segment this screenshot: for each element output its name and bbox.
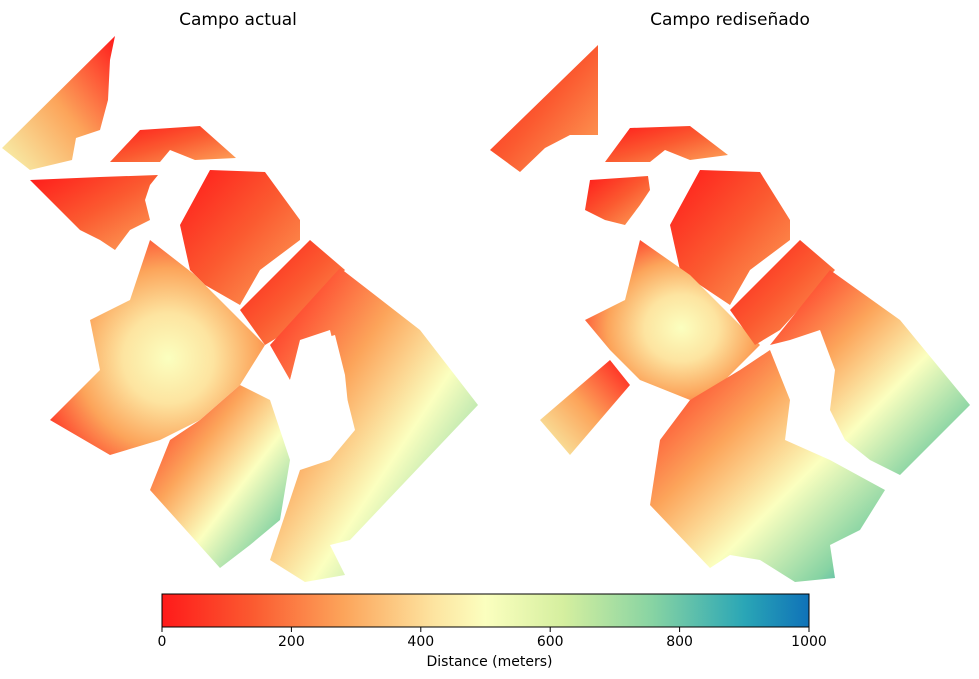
- inner-blocks: [670, 170, 790, 305]
- colorbar-label: Distance (meters): [426, 654, 553, 670]
- nw-field: [490, 45, 598, 172]
- tick-label: 1000: [791, 634, 827, 650]
- inner-blocks: [180, 170, 300, 305]
- nw-field: [2, 36, 115, 170]
- inner-hole: [280, 335, 350, 460]
- tick-label: 600: [536, 634, 564, 650]
- tick-label: 400: [407, 634, 435, 650]
- central-area: [50, 240, 265, 455]
- south-area: [650, 350, 885, 582]
- north-block: [605, 126, 728, 162]
- north-block: [110, 126, 236, 162]
- south-area: [150, 385, 290, 568]
- tick-label: 0: [157, 634, 167, 650]
- southeast-area: [770, 270, 970, 475]
- north-strip: [30, 175, 158, 250]
- panel-title-campo-actual: Campo actual: [179, 10, 297, 30]
- colorbar-gradient: [161, 593, 810, 628]
- tick-label: 200: [278, 634, 305, 650]
- southeast-area: [270, 268, 478, 582]
- central-area: [585, 240, 760, 400]
- map-campo-redisenado: [490, 45, 970, 582]
- diagonal-strips: [240, 240, 345, 345]
- north-strip: [585, 176, 650, 225]
- map-campo-actual: [2, 36, 478, 582]
- tick-label: 800: [666, 634, 693, 650]
- panel-title-campo-redisenado: Campo rediseñado: [650, 10, 810, 30]
- west-area: [540, 360, 630, 455]
- diagonal-strips: [730, 240, 835, 345]
